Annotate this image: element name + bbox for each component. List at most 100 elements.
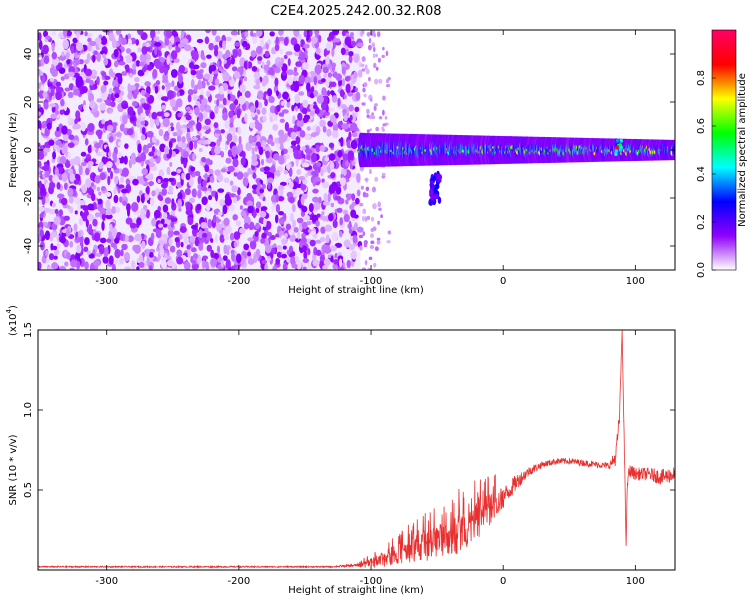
heatmap-cell: [59, 156, 67, 165]
heatmap-cell: [278, 155, 285, 165]
heatmap-cell: [320, 226, 326, 234]
heatmap-cell: [168, 238, 173, 246]
heatmap-cell: [187, 89, 194, 96]
heatmap-cell: [346, 259, 351, 269]
heatmap-cell: [301, 221, 308, 230]
heatmap-cell: [342, 108, 347, 114]
heatmap-cell: [94, 264, 99, 270]
heatmap-cell: [135, 60, 141, 67]
heatmap-cell: [284, 121, 290, 132]
heatmap-cell: [45, 197, 50, 204]
heatmap-cell: [125, 217, 133, 225]
heatmap-cell: [45, 35, 51, 40]
heatmap-cell: [229, 122, 234, 128]
heatmap-cell: [75, 110, 81, 120]
heatmap-cell: [233, 71, 241, 79]
heatmap-cell: [252, 135, 257, 143]
colorbar-ticks: 0.0 0.2 0.4 0.6 0.8: [696, 70, 716, 278]
heatmap-cell: [38, 142, 41, 148]
heatmap-cell: [309, 30, 313, 37]
heatmap-cell: [194, 170, 201, 177]
heatmap-cell: [162, 223, 168, 228]
heatmap-cell: [226, 133, 233, 142]
heatmap-cell: [140, 194, 145, 204]
y-tick-label: 40: [23, 48, 34, 61]
heatmap-cell: [142, 204, 148, 210]
heatmap-cell: [227, 165, 235, 173]
heatmap-cell: [284, 232, 288, 239]
heatmap-cell: [151, 218, 157, 227]
heatmap-cell: [255, 134, 261, 141]
heatmap-cell: [120, 249, 124, 257]
heatmap-cell: [159, 57, 166, 63]
heatmap-cell: [51, 262, 59, 270]
heatmap-cell: [324, 244, 331, 254]
heatmap-cell: [69, 173, 76, 183]
heatmap-cell: [238, 227, 246, 234]
heatmap-cell: [49, 77, 55, 82]
heatmap-cell: [280, 150, 284, 156]
heatmap-cell: [176, 168, 182, 174]
heatmap-cell: [177, 198, 183, 209]
heatmap-cell: [249, 239, 257, 250]
heatmap-cell: [322, 264, 328, 270]
heatmap-cell: [149, 197, 155, 207]
heatmap-cell: [316, 95, 324, 104]
heatmap-cell: [307, 248, 311, 256]
heatmap-cell: [94, 175, 101, 184]
heatmap-cell: [168, 42, 173, 51]
heatmap-cell: [299, 52, 306, 61]
heatmap-cell: [200, 62, 207, 69]
heatmap-cell: [342, 262, 346, 268]
heatmap-cell: [156, 111, 164, 117]
heatmap-cell: [229, 116, 234, 125]
heatmap-cell: [253, 71, 261, 80]
heatmap-cell: [73, 179, 80, 185]
heatmap-cell: [99, 237, 107, 244]
heatmap-cell: [305, 148, 313, 155]
heatmap-cell: [188, 177, 194, 187]
heatmap-cell: [319, 119, 326, 128]
heatmap-cell: [215, 216, 220, 223]
heatmap-cell: [192, 152, 196, 162]
heatmap-cell: [141, 240, 146, 250]
heatmap-cell: [259, 188, 265, 194]
heatmap-cell: [143, 103, 150, 111]
heatmap-cell: [277, 195, 285, 202]
heatmap-cell: [176, 128, 183, 136]
heatmap-cell: [208, 194, 213, 201]
heatmap-cell: [66, 252, 71, 260]
heatmap-cell: [323, 73, 328, 79]
heatmap-cell: [378, 57, 381, 63]
heatmap-cell: [170, 35, 175, 45]
heatmap-cell: [207, 218, 213, 229]
heatmap-cell: [202, 180, 207, 187]
heatmap-cell: [325, 77, 330, 88]
heatmap-cell: [196, 121, 202, 132]
heatmap-cell: [52, 245, 58, 251]
heatmap-cell: [313, 170, 319, 179]
heatmap-cell: [74, 52, 78, 59]
heatmap-cell: [213, 48, 219, 57]
heatmap-cell: [63, 102, 68, 112]
heatmap-cell: [354, 106, 360, 113]
heatmap-cell: [267, 177, 274, 184]
heatmap-cell: [48, 139, 55, 146]
heatmap-cell: [173, 230, 180, 236]
heatmap-cell: [42, 30, 49, 38]
heatmap-cell: [286, 69, 294, 76]
heatmap-cell: [263, 166, 270, 172]
heatmap-cell: [125, 178, 131, 185]
heatmap-cell: [358, 234, 364, 239]
heatmap-cell: [52, 151, 57, 160]
heatmap-cell: [178, 64, 186, 74]
heatmap-cell: [139, 61, 146, 67]
heatmap-cell: [263, 64, 270, 72]
heatmap-cell: [105, 208, 113, 216]
heatmap-cell: [65, 30, 73, 37]
heatmap-cell: [288, 167, 293, 177]
heatmap-cell: [87, 161, 94, 166]
heatmap-cell: [203, 73, 211, 80]
heatmap-cell: [202, 125, 210, 130]
heatmap-cell: [278, 188, 284, 197]
